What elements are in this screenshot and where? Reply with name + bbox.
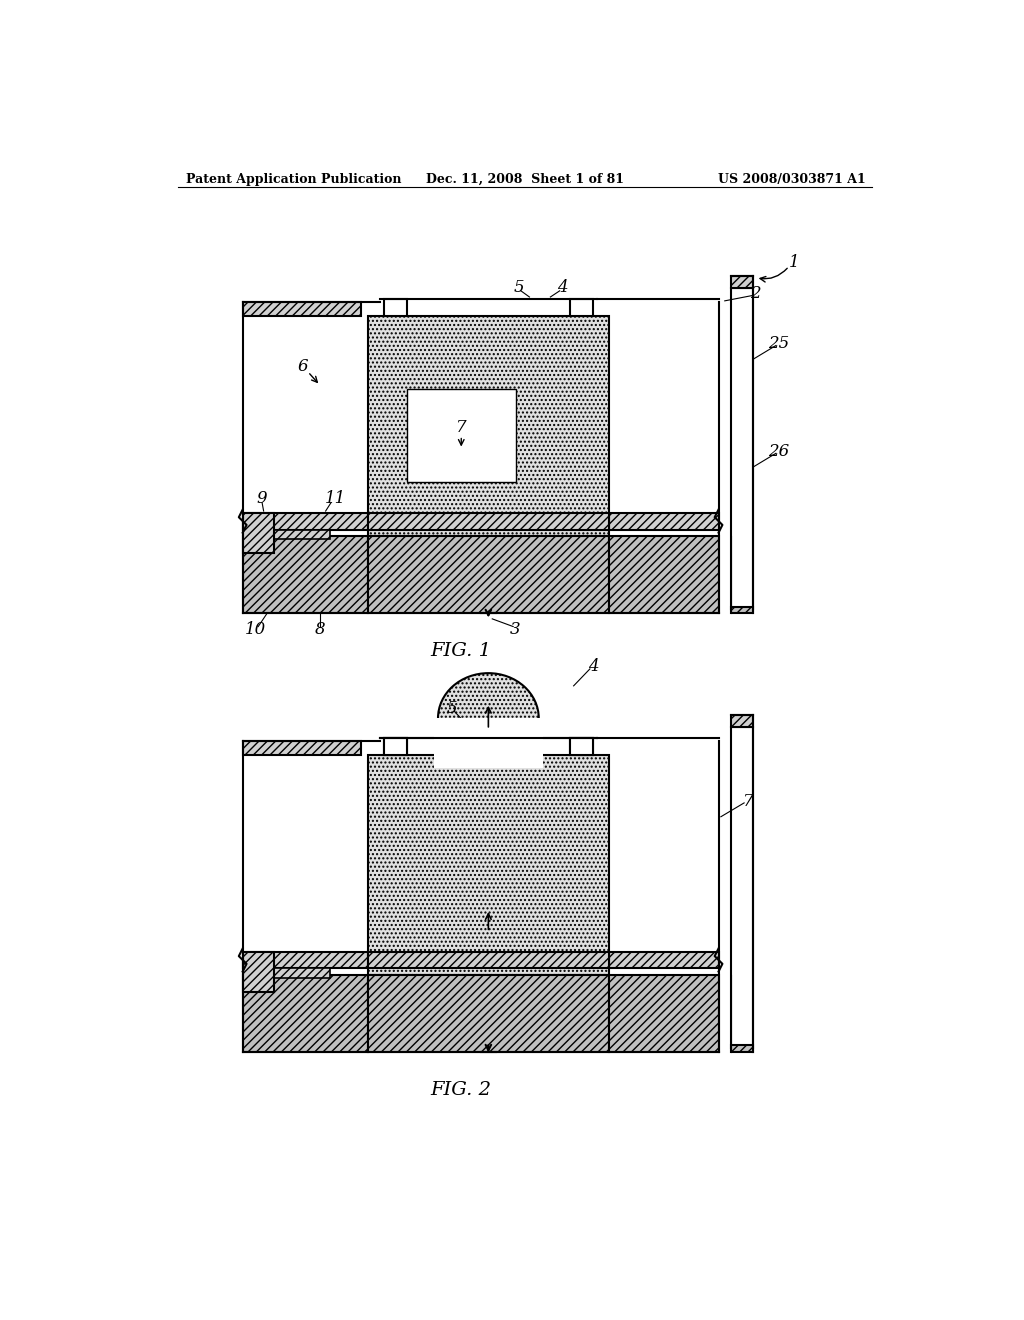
Bar — [731, 726, 753, 1048]
Bar — [369, 952, 608, 969]
Text: 5: 5 — [446, 701, 458, 718]
Text: US 2008/0303871 A1: US 2008/0303871 A1 — [718, 173, 866, 186]
Bar — [569, 300, 593, 317]
Bar — [243, 529, 330, 539]
Bar — [369, 317, 608, 516]
Bar — [369, 536, 608, 612]
Text: 26: 26 — [768, 442, 790, 459]
Text: FIG. 1: FIG. 1 — [431, 643, 492, 660]
Text: 4: 4 — [588, 659, 598, 675]
Text: 8: 8 — [315, 622, 326, 638]
Text: FIG. 2: FIG. 2 — [431, 1081, 492, 1100]
Bar — [434, 718, 543, 768]
Ellipse shape — [438, 673, 539, 763]
Text: Patent Application Publication: Patent Application Publication — [186, 173, 401, 186]
Bar — [608, 536, 719, 612]
Bar — [243, 974, 369, 1052]
Text: 1: 1 — [790, 253, 800, 271]
Bar — [243, 302, 360, 317]
Bar — [369, 516, 608, 536]
Text: 25: 25 — [768, 335, 790, 351]
Bar — [243, 742, 360, 755]
Text: 2: 2 — [751, 285, 761, 302]
Bar — [243, 952, 273, 991]
Bar — [608, 974, 719, 1052]
Text: 7: 7 — [456, 420, 467, 437]
Bar — [384, 738, 407, 755]
Bar — [731, 276, 753, 288]
Bar — [243, 512, 273, 553]
Bar — [243, 512, 369, 529]
Bar — [407, 389, 515, 482]
Bar — [369, 755, 608, 956]
Text: 5: 5 — [514, 280, 524, 296]
Bar — [608, 512, 719, 529]
Text: 10: 10 — [246, 622, 266, 638]
Bar — [731, 607, 753, 612]
Bar — [731, 1045, 753, 1052]
Bar — [243, 969, 330, 978]
Bar — [731, 715, 753, 726]
Bar — [243, 952, 369, 969]
Bar — [384, 738, 407, 755]
Text: 6: 6 — [297, 358, 307, 375]
Bar — [569, 738, 593, 755]
Text: 7: 7 — [742, 793, 754, 810]
Bar — [608, 952, 719, 969]
Bar — [369, 974, 608, 1052]
Text: Dec. 11, 2008  Sheet 1 of 81: Dec. 11, 2008 Sheet 1 of 81 — [426, 173, 624, 186]
Bar — [731, 288, 753, 609]
Text: 9: 9 — [256, 490, 266, 507]
Text: 4: 4 — [557, 280, 567, 296]
Bar — [569, 738, 593, 755]
Text: 11: 11 — [325, 490, 346, 507]
Text: 3: 3 — [510, 622, 521, 638]
Bar — [243, 536, 369, 612]
Bar — [369, 956, 608, 974]
Bar — [369, 512, 608, 529]
Bar — [384, 300, 407, 317]
